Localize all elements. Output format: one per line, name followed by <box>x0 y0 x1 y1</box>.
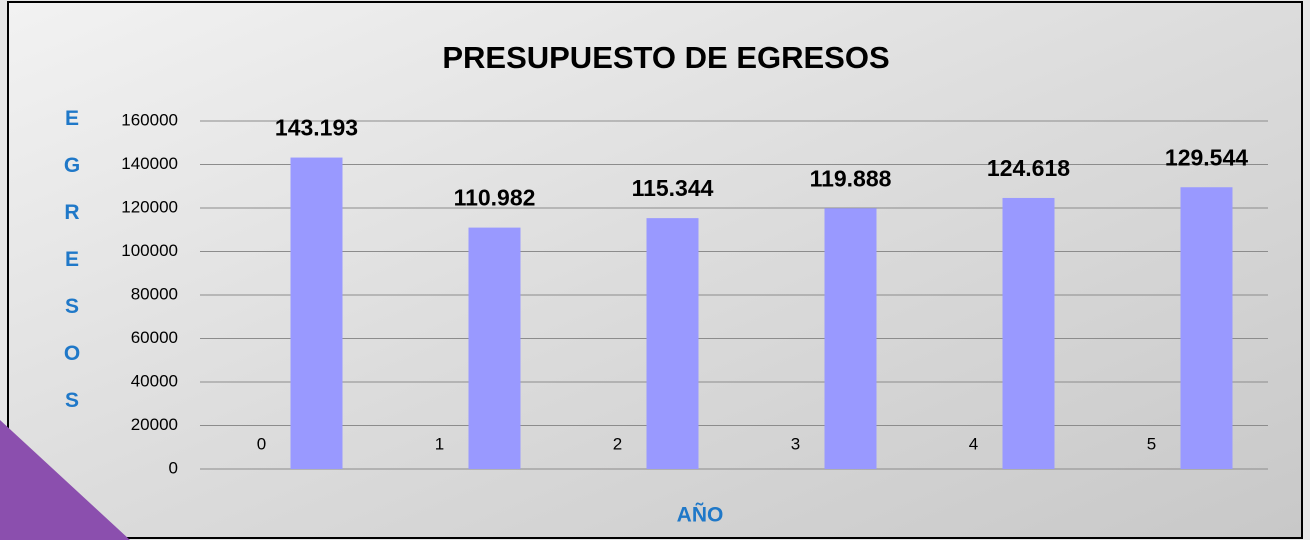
data-label: 129.544 <box>1165 144 1248 170</box>
data-label: 143.193 <box>275 115 358 141</box>
bar <box>824 208 877 470</box>
data-label: 110.982 <box>454 185 536 211</box>
y-tick-label: 0 <box>169 458 178 477</box>
data-label: 115.344 <box>632 175 714 201</box>
data-label: 124.618 <box>987 155 1070 181</box>
x-axis-title: AÑO <box>677 504 724 527</box>
data-label: 5 <box>1147 434 1156 453</box>
data-label: 1 <box>435 434 444 453</box>
y-tick-label: 20000 <box>131 415 178 434</box>
y-tick-label: 160000 <box>121 110 178 129</box>
y-axis-title: EGRESOS <box>61 107 84 436</box>
y-tick-label: 140000 <box>121 154 178 173</box>
bar <box>646 218 699 469</box>
bar <box>1180 187 1233 469</box>
data-label: 3 <box>791 434 800 453</box>
bar <box>1002 197 1055 469</box>
data-label: 119.888 <box>810 165 892 191</box>
bar <box>290 157 343 469</box>
y-tick-label: 120000 <box>121 197 178 216</box>
decoration <box>0 420 130 540</box>
y-tick-label: 100000 <box>121 241 178 260</box>
bar <box>468 227 521 469</box>
chart-title: PRESUPUESTO DE EGRESOS <box>442 40 889 75</box>
y-tick-label: 80000 <box>131 284 178 303</box>
y-tick-label: 40000 <box>131 371 178 390</box>
data-label: 4 <box>969 434 978 453</box>
data-label: 2 <box>613 434 622 453</box>
data-label: 0 <box>257 434 266 453</box>
y-tick-label: 60000 <box>131 328 178 347</box>
